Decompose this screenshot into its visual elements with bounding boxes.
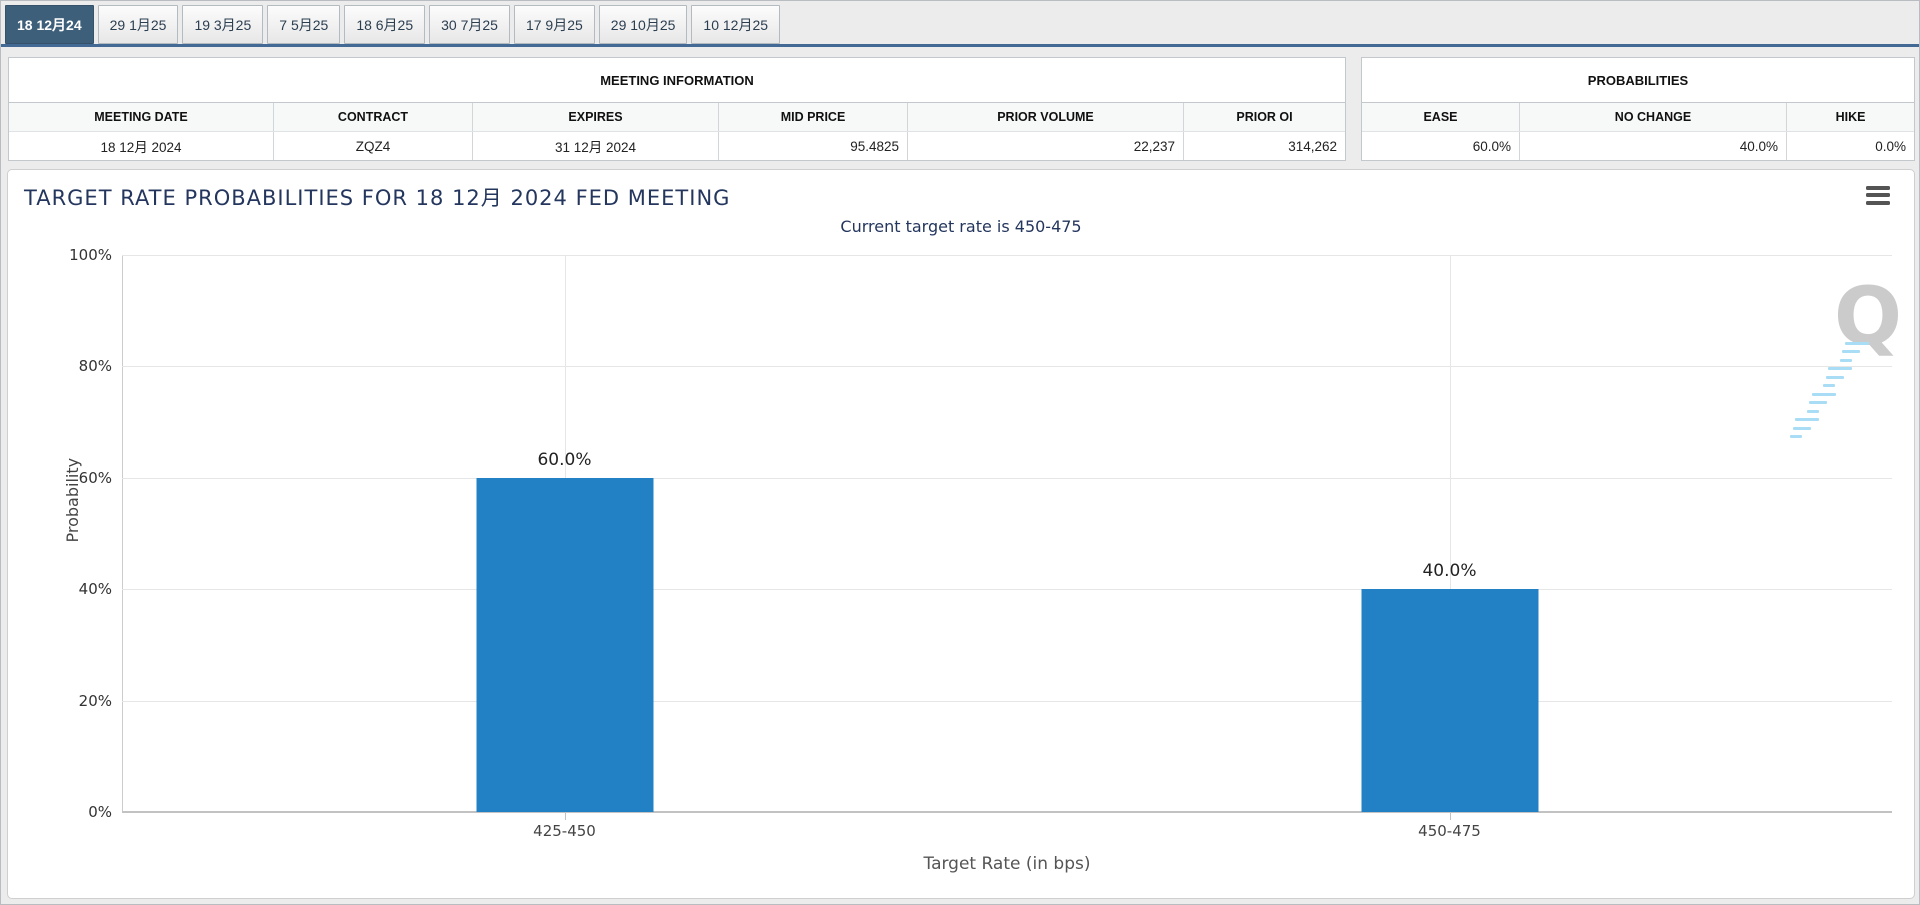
x-tick: [1449, 812, 1451, 820]
y-tick-label: 100%: [69, 246, 112, 264]
meeting-tab-2[interactable]: 19 3月25: [182, 5, 264, 44]
meeting-information-data-row: 18 12月 2024 ZQZ4 31 12月 2024 95.4825 22,…: [9, 132, 1345, 160]
value-contract: ZQZ4: [274, 132, 473, 160]
value-ease: 60.0%: [1362, 132, 1520, 160]
y-gridline: [122, 255, 1892, 256]
y-axis-title: Probability: [62, 457, 82, 543]
chart-subtitle: Current target rate is 450-475: [840, 217, 1082, 236]
col-meeting-date: MEETING DATE: [9, 103, 274, 131]
bar-value-label: 60.0%: [537, 449, 592, 470]
col-no-change: NO CHANGE: [1520, 103, 1787, 131]
category-slot: 60.0% 425-450: [122, 255, 1007, 840]
probability-bar[interactable]: [1361, 589, 1538, 812]
value-expires: 31 12月 2024: [473, 132, 719, 160]
y-tick-label: 0%: [88, 803, 112, 821]
x-tick: [564, 812, 566, 820]
col-contract: CONTRACT: [274, 103, 473, 131]
category-slot: 40.0% 450-475: [1007, 255, 1892, 840]
meeting-information-title: MEETING INFORMATION: [9, 58, 1345, 103]
probabilities-data-row: 60.0% 40.0% 0.0%: [1362, 132, 1914, 160]
y-tick-label: 80%: [78, 357, 112, 376]
meeting-tab-1[interactable]: 29 1月25: [97, 5, 179, 44]
value-prior-oi: 314,262: [1288, 138, 1337, 154]
probabilities-header-row: EASE NO CHANGE HIKE: [1362, 103, 1914, 132]
category-gridline: [1449, 255, 1451, 812]
meeting-tab-0[interactable]: 18 12月24: [5, 5, 94, 44]
meeting-tab-6[interactable]: 17 9月25: [513, 5, 595, 44]
meeting-tab-4[interactable]: 18 6月25: [344, 5, 426, 44]
x-axis-line: [122, 811, 1892, 813]
x-axis-title: Target Rate (in bps): [923, 854, 1091, 874]
probabilities-table: PROBABILITIES EASE NO CHANGE HIKE 60.0% …: [1361, 57, 1915, 161]
y-gridline: [122, 589, 1892, 591]
meeting-tab-8[interactable]: 10 12月25: [691, 5, 781, 44]
meeting-tab-7[interactable]: 29 10月25: [598, 5, 688, 44]
chart-context-menu-icon[interactable]: [1866, 184, 1892, 206]
meeting-information-table: MEETING INFORMATION MEETING DATE CONTRAC…: [8, 57, 1346, 161]
col-prior-oi: PRIOR OI: [1236, 110, 1293, 124]
y-tick-label: 40%: [78, 580, 112, 599]
plot-area: 0% 20% 40% 60% 80% 100% 60.0% 425-450 40.0% 450-4…: [69, 246, 1892, 840]
col-prior-volume: PRIOR VOLUME: [908, 103, 1184, 131]
value-hike: 0.0%: [1875, 138, 1906, 154]
probabilities-title: PROBABILITIES: [1362, 58, 1914, 103]
x-category-label: 450-475: [1418, 822, 1481, 840]
value-prior-volume: 22,237: [908, 132, 1184, 160]
bar-value-label: 40.0%: [1422, 561, 1477, 582]
value-no-change: 40.0%: [1520, 132, 1787, 160]
probability-bar[interactable]: [476, 477, 653, 812]
y-gridline: [122, 700, 1892, 702]
col-expires: EXPIRES: [473, 103, 719, 131]
col-mid-price: MID PRICE: [719, 103, 908, 131]
y-gridline: [122, 366, 1892, 368]
y-tick-label: 60%: [78, 468, 112, 487]
y-tick-label: 20%: [78, 691, 112, 710]
meeting-tab-5[interactable]: 30 7月25: [429, 5, 510, 44]
x-category-label: 425-450: [533, 822, 596, 840]
y-axis-line: [122, 255, 123, 812]
value-mid-price: 95.4825: [719, 132, 908, 160]
tabbar-underline: [1, 44, 1919, 47]
chart-title: TARGET RATE PROBABILITIES FOR 18 12月 202…: [24, 186, 731, 210]
value-meeting-date: 18 12月 2024: [9, 132, 274, 160]
col-ease: EASE: [1362, 103, 1520, 131]
meeting-tab-3[interactable]: 7 5月25: [267, 5, 341, 44]
meeting-date-tabs: 18 12月24 29 1月25 19 3月25 7 5月25 18 6月25 30 7月…: [5, 5, 781, 44]
meeting-information-header-row: MEETING DATE CONTRACT EXPIRES MID PRICE …: [9, 103, 1345, 132]
col-hike: HIKE: [1835, 110, 1866, 124]
y-gridline: [122, 477, 1892, 479]
target-rate-probabilities-chart: TARGET RATE PROBABILITIES FOR 18 12月 202…: [7, 169, 1915, 899]
